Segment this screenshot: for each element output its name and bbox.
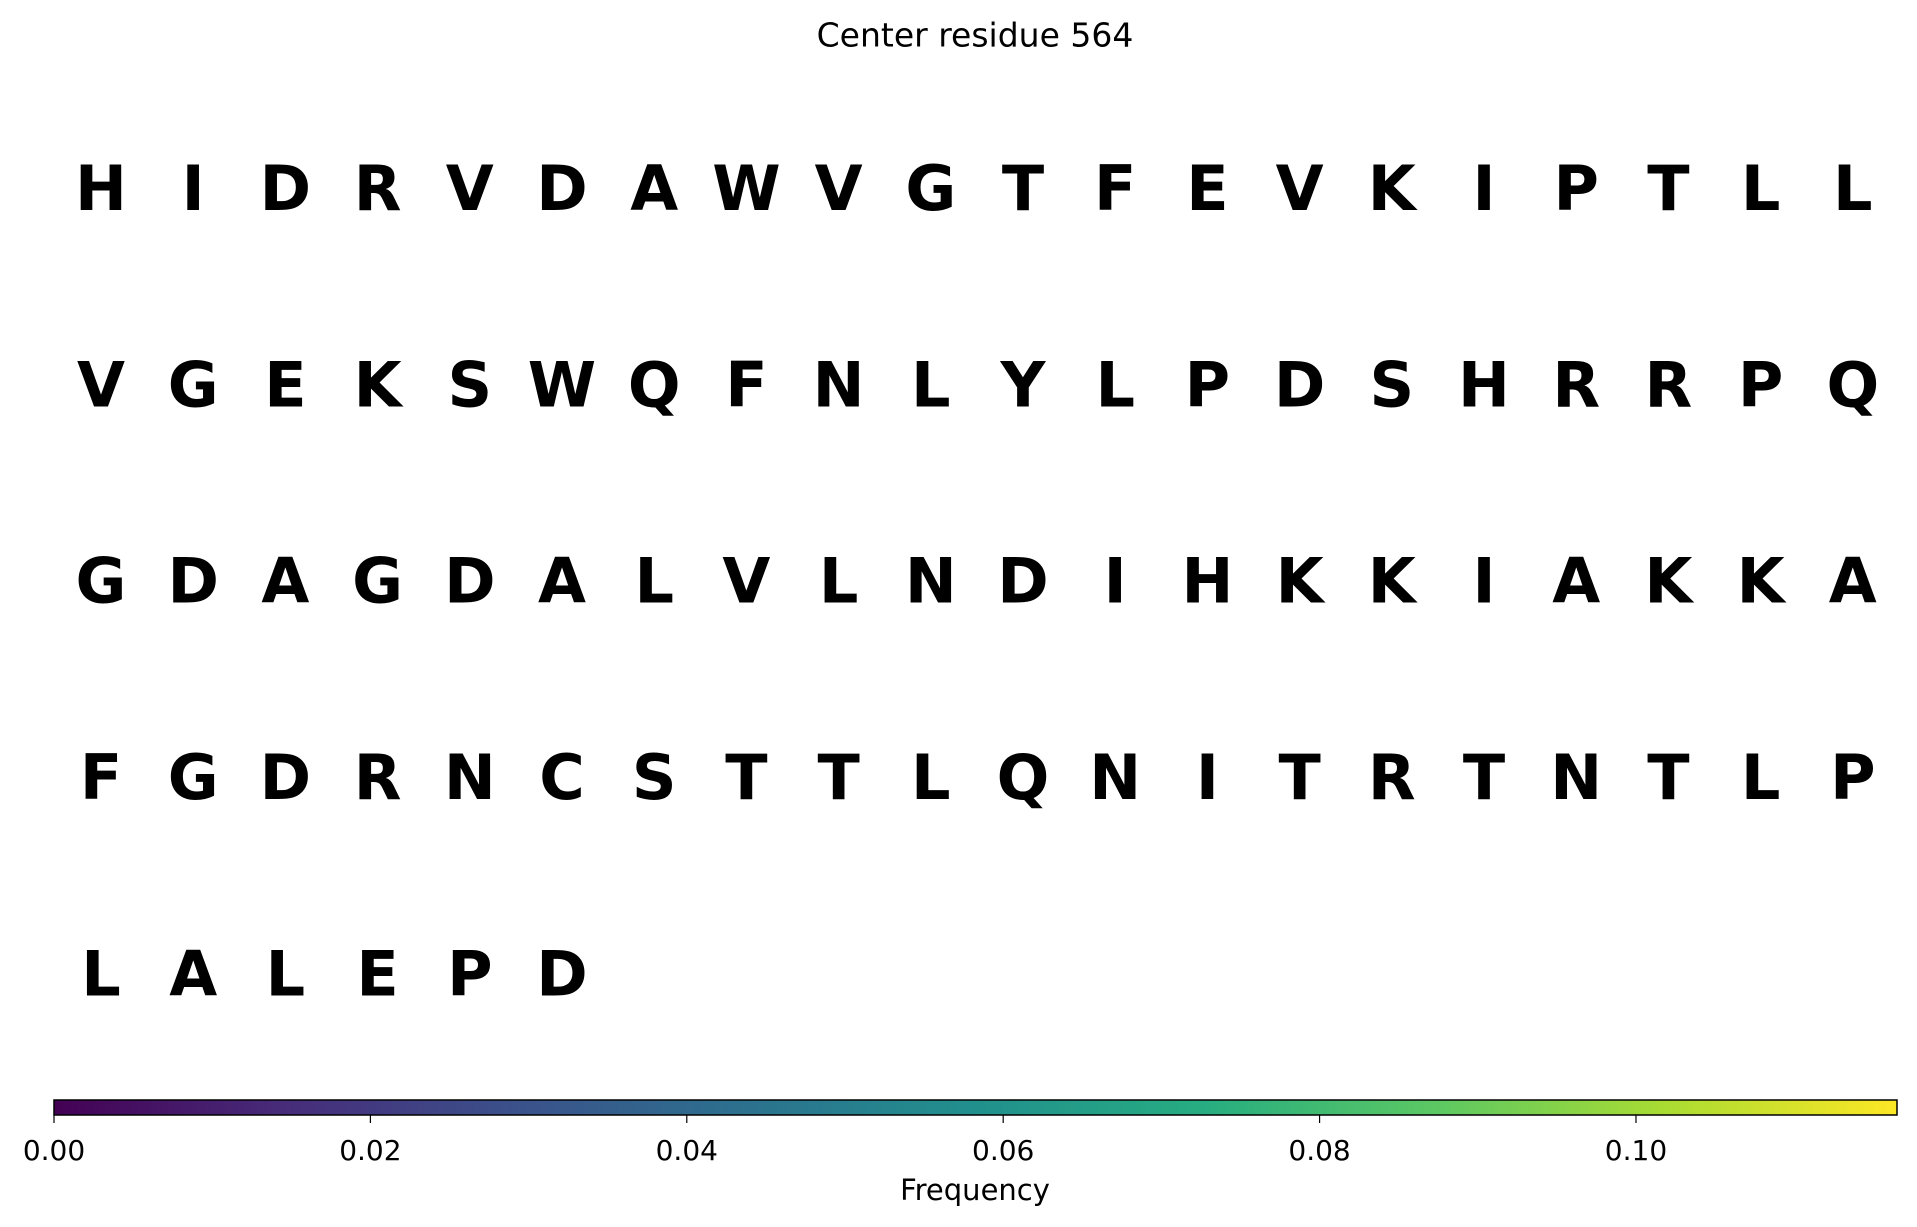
- residue: R: [354, 741, 402, 814]
- residue: T: [1002, 152, 1044, 225]
- residue: F: [725, 348, 767, 421]
- residue: D: [997, 545, 1048, 618]
- residue: P: [1738, 348, 1783, 421]
- residue: K: [1368, 545, 1418, 618]
- residue: R: [1645, 348, 1693, 421]
- residue: K: [1737, 545, 1787, 618]
- residue: V: [77, 348, 125, 421]
- residue: F: [80, 741, 122, 814]
- residue: L: [266, 937, 306, 1010]
- residue: T: [725, 741, 767, 814]
- residue: Y: [1000, 348, 1047, 421]
- residue: T: [1647, 741, 1689, 814]
- residue: D: [167, 545, 218, 618]
- residue: K: [1276, 545, 1326, 618]
- residue: N: [444, 741, 496, 814]
- colorbar-tick-label: 0.02: [339, 1134, 401, 1167]
- residue: N: [1089, 741, 1141, 814]
- residue: L: [1741, 152, 1781, 225]
- residue: T: [1647, 152, 1689, 225]
- colorbar-tick-label: 0.06: [972, 1134, 1034, 1167]
- residue: W: [712, 152, 780, 225]
- residue: V: [722, 545, 770, 618]
- colorbar-label: Frequency: [900, 1173, 1050, 1207]
- residue: E: [356, 937, 398, 1010]
- residue: P: [1830, 741, 1875, 814]
- residue: L: [819, 545, 859, 618]
- residue: D: [536, 937, 587, 1010]
- residue: S: [1369, 348, 1414, 421]
- residue: V: [446, 152, 494, 225]
- residue: I: [1472, 545, 1495, 618]
- residue: H: [75, 152, 127, 225]
- residue: K: [1368, 152, 1418, 225]
- residue: P: [1185, 348, 1230, 421]
- colorbar-tick-label: 0.10: [1605, 1134, 1667, 1167]
- residue: V: [1276, 152, 1324, 225]
- residue: C: [539, 741, 585, 814]
- residue: D: [1274, 348, 1325, 421]
- chart-title: Center residue 564: [817, 16, 1134, 55]
- residue: P: [447, 937, 492, 1010]
- residue: D: [444, 545, 495, 618]
- residue: N: [1550, 741, 1602, 814]
- residue: F: [1094, 152, 1136, 225]
- residue: G: [76, 545, 127, 618]
- residue: W: [528, 348, 596, 421]
- residue: A: [169, 937, 217, 1010]
- residue: D: [536, 152, 587, 225]
- colorbar: [53, 1099, 1898, 1116]
- residue: G: [168, 348, 219, 421]
- residue: L: [911, 741, 951, 814]
- residue: A: [1829, 545, 1877, 618]
- residue: Q: [997, 741, 1050, 814]
- residue: T: [817, 741, 859, 814]
- residue: I: [1472, 152, 1495, 225]
- residue: E: [1186, 152, 1228, 225]
- residue: R: [1552, 348, 1600, 421]
- colorbar-tick-label: 0.00: [23, 1134, 85, 1167]
- residue: S: [447, 348, 492, 421]
- residue: A: [630, 152, 678, 225]
- residue: I: [1104, 545, 1127, 618]
- residue: R: [1368, 741, 1416, 814]
- residue: E: [264, 348, 306, 421]
- residue: Q: [628, 348, 681, 421]
- residue: I: [1196, 741, 1219, 814]
- residue: Q: [1826, 348, 1879, 421]
- residue: L: [1095, 348, 1135, 421]
- residue: L: [1741, 741, 1781, 814]
- residue: K: [1644, 545, 1694, 618]
- residue: A: [538, 545, 586, 618]
- residue: D: [260, 741, 311, 814]
- residue: L: [911, 348, 951, 421]
- residue: T: [1278, 741, 1320, 814]
- residue: S: [632, 741, 677, 814]
- residue: K: [354, 348, 404, 421]
- colorbar-tick-label: 0.08: [1288, 1134, 1350, 1167]
- residue: A: [1552, 545, 1600, 618]
- colorbar-tick-label: 0.04: [656, 1134, 718, 1167]
- residue: V: [815, 152, 863, 225]
- residue: P: [1553, 152, 1598, 225]
- residue: H: [1458, 348, 1510, 421]
- residue: G: [168, 741, 219, 814]
- residue: I: [182, 152, 205, 225]
- residue: H: [1181, 545, 1233, 618]
- residue: N: [905, 545, 957, 618]
- residue: T: [1463, 741, 1505, 814]
- residue: D: [260, 152, 311, 225]
- residue: G: [905, 152, 956, 225]
- residue: L: [1833, 152, 1873, 225]
- residue: G: [352, 545, 403, 618]
- residue: R: [354, 152, 402, 225]
- residue: N: [813, 348, 865, 421]
- residue: L: [634, 545, 674, 618]
- residue: A: [261, 545, 309, 618]
- residue: L: [81, 937, 121, 1010]
